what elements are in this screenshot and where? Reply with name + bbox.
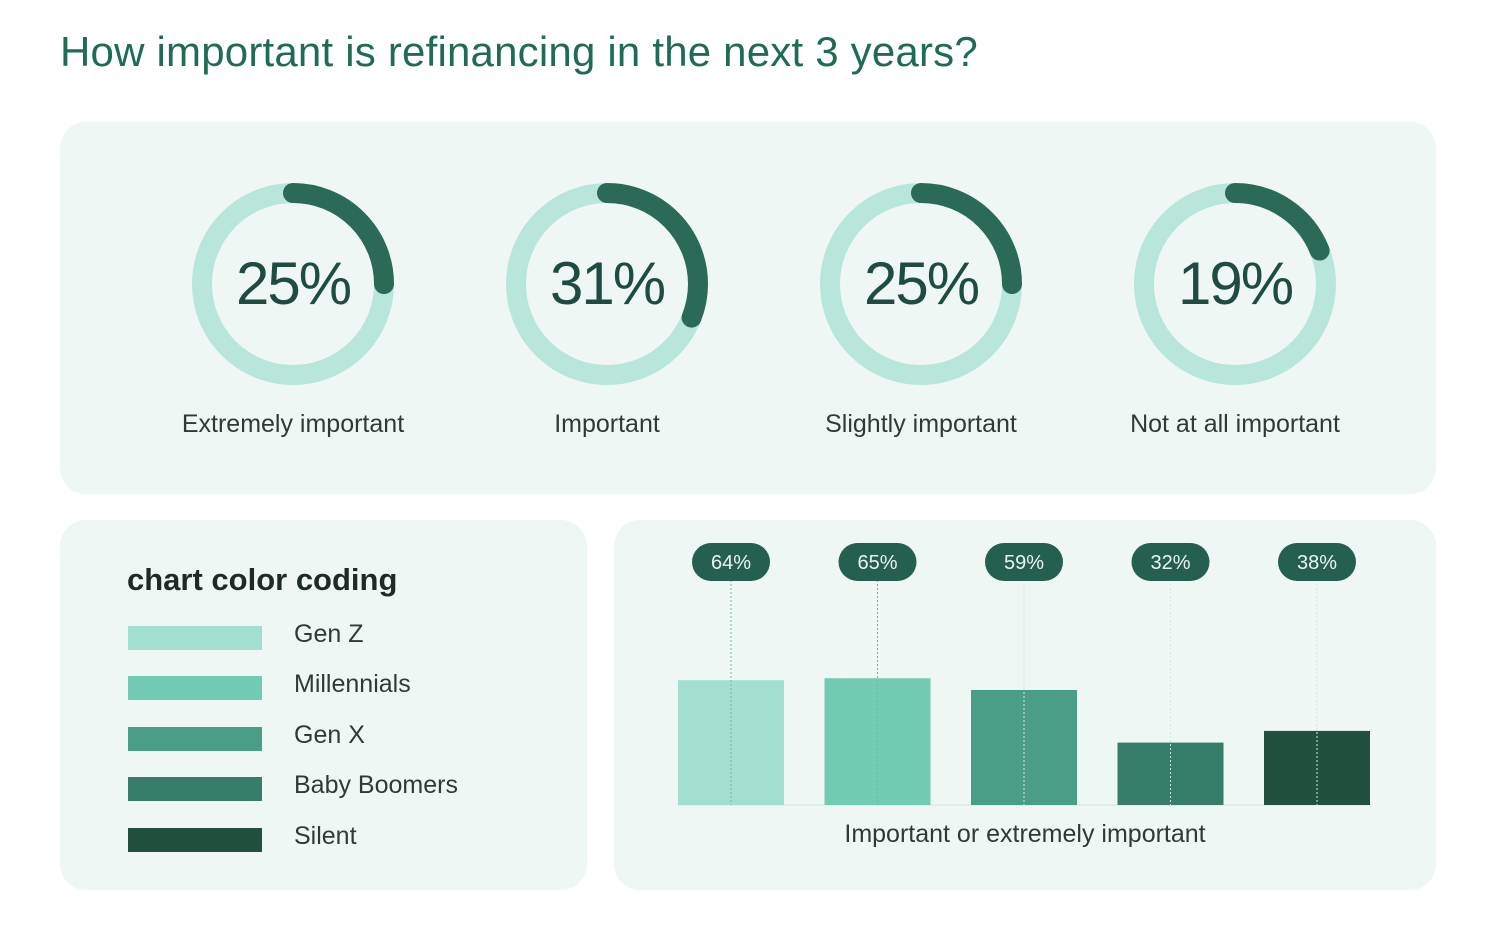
donut-label: Not at all important [1130, 410, 1340, 438]
donut-ring [192, 183, 394, 385]
page-title: How important is refinancing in the next… [60, 28, 978, 75]
legend-label: Gen X [294, 721, 365, 749]
donut-label: Important [554, 410, 660, 438]
legend-swatch [128, 727, 262, 751]
donut-value: 31% [549, 250, 666, 317]
value-label-pill [985, 543, 1063, 581]
donut-label: Slightly important [825, 410, 1017, 438]
value-label: 38% [1297, 552, 1337, 574]
donut-label: Extremely important [181, 410, 405, 438]
value-label: 64% [711, 552, 751, 574]
legend-title: chart color coding [127, 562, 398, 597]
legend-label: Millennials [294, 670, 411, 698]
donut-panel: 25% Extremely important 31% Important 25… [60, 122, 1436, 494]
legend-label: Gen Z [294, 620, 364, 648]
value-label-pill [838, 543, 917, 581]
donut-value: 25% [235, 250, 352, 317]
value-label-pill [692, 543, 770, 581]
donut-important: 31% Important [457, 122, 757, 494]
donut-progress [192, 183, 394, 385]
bar-chart-panel: 64% 65% 59% 32% 38% Important or extremely i… [614, 520, 1436, 890]
legend-swatch [128, 828, 262, 852]
legend-swatch [128, 777, 262, 801]
value-label: 65% [857, 552, 897, 574]
donut-value: 25% [863, 250, 980, 317]
bar-gen-z [678, 680, 784, 805]
bar-chart-xlabel: Important or extremely important [844, 820, 1206, 848]
legend-label: Silent [294, 822, 357, 850]
bar-chart: 64% 65% 59% 32% 38% [678, 543, 1370, 806]
donut-ring [820, 183, 1022, 385]
legend-label: Baby Boomers [294, 771, 458, 799]
value-label-pill [1131, 543, 1210, 581]
donut-progress [506, 183, 708, 385]
legend-swatch [128, 676, 262, 700]
legend-swatch [128, 626, 262, 650]
donut-progress [1134, 183, 1336, 385]
donut-ring [506, 183, 708, 385]
bar-gen-x [971, 689, 1077, 805]
donut-extremely-important: 25% Extremely important [143, 122, 443, 494]
donut-progress [820, 183, 1022, 385]
donut-value: 19% [1177, 250, 1294, 317]
donut-not-at-all-important: 19% Not at all important [1085, 122, 1385, 494]
donut-slightly-important: 25% Slightly important [771, 122, 1071, 494]
value-label-pill [1278, 543, 1356, 581]
legend-panel: chart color coding Gen Z Millennials Gen… [60, 520, 587, 890]
value-label: 32% [1150, 552, 1190, 574]
donut-ring [1134, 183, 1336, 385]
value-label: 59% [1004, 552, 1044, 574]
